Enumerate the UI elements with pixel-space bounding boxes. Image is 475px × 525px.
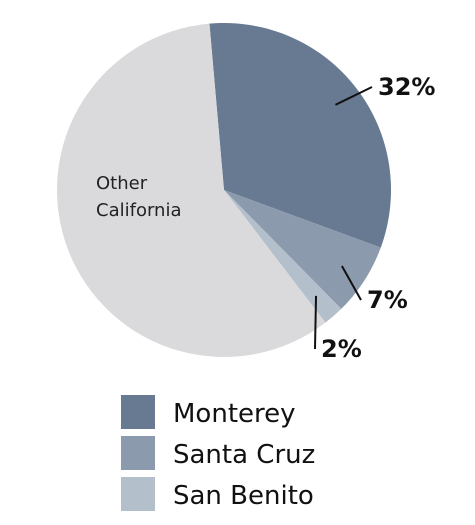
leader-line-monterey (335, 86, 373, 106)
pie-slice-other-california (57, 23, 326, 357)
leader-lines (314, 86, 373, 350)
percent-label-monterey: 32% (378, 73, 435, 101)
pie-slice-san-benito (224, 190, 342, 323)
percent-labels: 32% 7%2% (321, 73, 435, 363)
percent-label-san-benito: 2% (321, 335, 362, 363)
pie-slice-santa-cruz (224, 190, 381, 309)
other-california-label-line-1: Other (96, 173, 148, 194)
other-california-label: Other California (96, 173, 181, 221)
legend: Monterey Santa Cruz San Benito (121, 395, 315, 511)
pie-slices (57, 23, 392, 357)
leader-line-santa-cruz (341, 265, 362, 301)
leader-line-san-benito (314, 295, 318, 350)
legend-label-san-benito: San Benito (173, 481, 314, 511)
pie-slice-monterey (209, 23, 392, 248)
legend-label-monterey: Monterey (173, 399, 296, 429)
legend-label-santa-cruz: Santa Cruz (173, 440, 315, 470)
legend-swatch-santa-cruz (121, 436, 155, 470)
legend-swatch-san-benito (121, 477, 155, 511)
percent-label-santa-cruz: 7% (367, 286, 408, 314)
legend-swatch-monterey (121, 395, 155, 429)
other-california-label-line-2: California (96, 200, 181, 221)
